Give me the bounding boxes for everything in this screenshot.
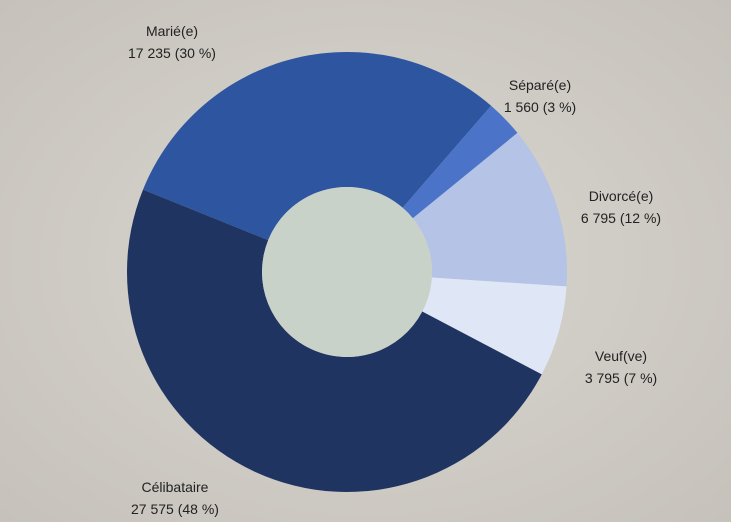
- slice-label: Veuf(ve): [595, 348, 647, 364]
- slice-value-label: 17 235 (30 %): [128, 45, 216, 61]
- slice-label: Célibataire: [142, 479, 209, 495]
- slice-value-label: 6 795 (12 %): [581, 210, 661, 226]
- slice-value-label: 1 560 (3 %): [504, 99, 576, 115]
- slice-label: Divorcé(e): [589, 188, 654, 204]
- slice-label: Séparé(e): [509, 77, 571, 93]
- slice-label: Marié(e): [146, 23, 198, 39]
- slice-value-label: 27 575 (48 %): [131, 501, 219, 517]
- chart: Marié(e) 17 235 (30 %) Séparé(e) 1 560 (3 %…: [0, 0, 731, 522]
- slice-value-label: 3 795 (7 %): [585, 370, 657, 386]
- donut-hole: [262, 187, 432, 357]
